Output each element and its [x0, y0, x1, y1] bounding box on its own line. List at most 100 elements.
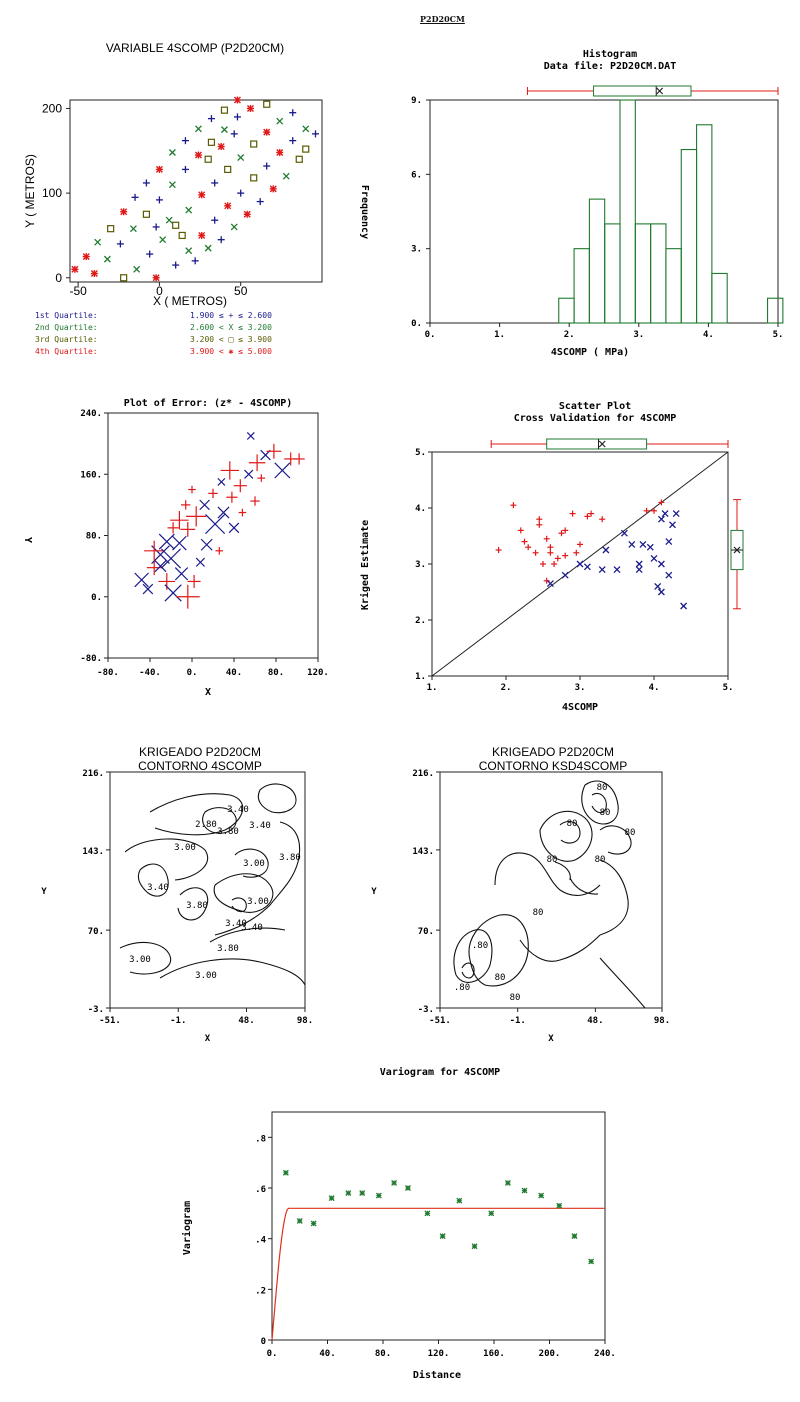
- cv-boxy-mean: [733, 546, 741, 554]
- err-xtick-label: -40.: [139, 668, 161, 678]
- loc-legend-range: 2.600 < X ≤ 3.200: [190, 323, 272, 332]
- hist-bar: [604, 223, 621, 324]
- loc-point-q2: [94, 238, 102, 246]
- cv-point-plus: [536, 521, 543, 528]
- vario-point: [283, 1170, 289, 1176]
- err-point-negative: [217, 506, 230, 519]
- err-point-positive: [220, 461, 239, 480]
- loc-point-q2: [165, 216, 173, 224]
- cross-b: [639, 540, 647, 548]
- hist-bar: [588, 198, 606, 324]
- cv-point-plus: [584, 513, 591, 520]
- ksd-xtick-label: 98.: [654, 1016, 670, 1026]
- kg-contour-line: [213, 873, 274, 913]
- ksd-xtick-label: 48.: [587, 1016, 603, 1026]
- loc-point-q2: [194, 125, 202, 133]
- vario-title: Variogram for 4SCOMP: [380, 1066, 500, 1078]
- cv-point-x: [657, 560, 665, 568]
- cross-b: [168, 149, 176, 156]
- cross-b: [276, 117, 284, 125]
- cross-b: [204, 244, 212, 252]
- cv-point-plus: [547, 549, 554, 556]
- hist-xtick-label: 2.: [564, 330, 575, 340]
- loc-point-q2: [168, 181, 176, 189]
- loc-legend-label: 2nd Quartile:: [35, 323, 98, 332]
- cross-b: [546, 580, 554, 588]
- cross-b: [217, 477, 226, 486]
- loc-point-q4: [152, 274, 160, 282]
- cross-b: [237, 154, 245, 162]
- cv-ytick-label: 3.: [415, 560, 426, 570]
- hist-bar: [711, 272, 728, 324]
- ksd-xlabel: X: [548, 1034, 554, 1044]
- loc-point-q4: [233, 96, 241, 104]
- cross-b: [244, 469, 254, 479]
- loc-point-q3: [220, 106, 229, 114]
- loc-xtick-label: 0: [156, 284, 163, 298]
- vario-xlabel: Distance: [413, 1369, 461, 1381]
- ksd-contour-line: [539, 810, 593, 862]
- hist-box: [593, 85, 692, 97]
- kg-subtitle: CONTORNO 4SCOMP: [138, 759, 262, 773]
- loc-point-q4: [246, 104, 254, 112]
- cv-point-x: [635, 566, 643, 574]
- vario-xtick-label: 0.: [267, 1349, 278, 1359]
- ksd-contour-line: [554, 861, 571, 881]
- cv-point-x: [576, 560, 584, 568]
- err-point-positive: [250, 496, 260, 506]
- hist-xtick-label: 3.: [633, 330, 644, 340]
- cross-b: [598, 566, 606, 574]
- cv-xlabel: 4SCOMP: [562, 702, 598, 713]
- err-point-negative: [174, 567, 189, 581]
- err-point-negative: [142, 583, 154, 595]
- ksd-contour-label: .80: [454, 983, 470, 993]
- cv-ylabel: Kriged Estimate: [359, 520, 371, 610]
- loc-point-q4: [198, 231, 206, 239]
- ksd-contour-label: 80: [547, 855, 558, 865]
- cv-point-plus: [540, 561, 546, 567]
- kg-contour-label: 3.80: [217, 827, 239, 837]
- loc-point-q2: [185, 247, 193, 255]
- kg-contour-line: [234, 848, 269, 878]
- ksd-contour-line: [494, 852, 601, 896]
- cv-title: Scatter Plot: [559, 401, 631, 412]
- cv-point-x: [613, 566, 621, 574]
- loc-point-q4: [198, 191, 206, 199]
- cv-point-plus: [517, 527, 524, 534]
- loc-point-q1: [142, 179, 150, 187]
- cv-xtick-label: 3.: [575, 683, 586, 693]
- loc-point-q1: [263, 162, 271, 170]
- cross-b: [160, 548, 182, 569]
- vario-ytick-label: .6: [255, 1185, 266, 1195]
- loc-point-q2: [168, 149, 176, 156]
- hist-subtitle: Data file: P2D20CM.DAT: [544, 60, 676, 72]
- hist-xtick-label: 0.: [425, 330, 436, 340]
- cross-b: [583, 563, 591, 571]
- vario-point: [345, 1190, 351, 1196]
- ksd-contour-line: [453, 929, 493, 983]
- kg-title: KRIGEADO P2D20CM: [139, 745, 261, 759]
- loc-point-q1: [172, 261, 180, 269]
- loc-point-q1: [146, 250, 154, 258]
- vario-point: [522, 1188, 528, 1194]
- cv-ytick-label: 4.: [415, 504, 426, 514]
- loc-point-q1: [237, 189, 245, 197]
- loc-point-q3: [120, 274, 128, 282]
- err-point-negative: [160, 548, 182, 569]
- kg-contour-line: [202, 807, 237, 834]
- cross-b: [602, 546, 610, 554]
- loc-point-q4: [224, 202, 232, 210]
- vario-xtick-label: 160.: [483, 1349, 505, 1359]
- cv-point-x: [561, 571, 569, 579]
- cv-point-x: [654, 582, 662, 590]
- err-point-negative: [244, 469, 254, 479]
- ksd-contour-label: 80: [600, 808, 611, 818]
- ksd-contour-line: [581, 780, 619, 825]
- loc-point-q4: [217, 143, 225, 151]
- cv-xtick-label: 2.: [501, 683, 512, 693]
- loc-ylabel: Y ( METROS): [23, 154, 37, 228]
- loc-legend-label: 1st Quartile:: [35, 311, 98, 320]
- cross-b: [733, 546, 741, 554]
- ksd-contour-line: [599, 825, 632, 855]
- cv-point-plus: [543, 535, 550, 542]
